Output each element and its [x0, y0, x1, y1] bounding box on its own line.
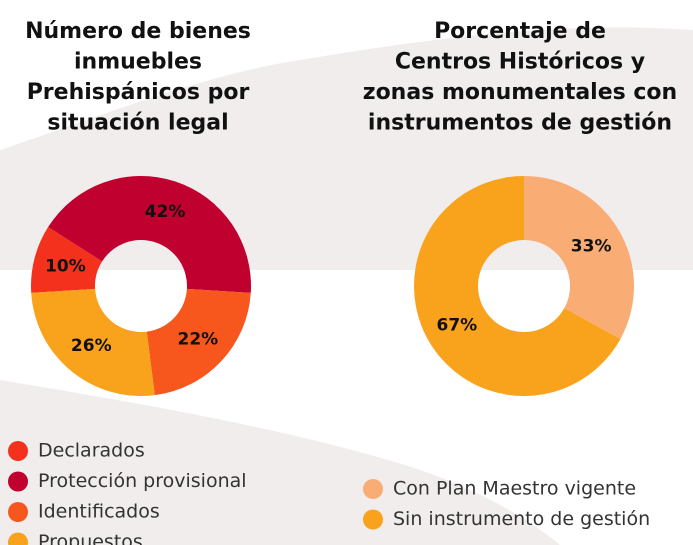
chart-title: Porcentaje de — [434, 19, 606, 44]
legend-swatch — [8, 471, 28, 492]
data-label: 33% — [571, 236, 612, 256]
donut-slice — [31, 227, 103, 293]
legend-label: Propuestos — [38, 531, 143, 545]
legend-swatch — [8, 502, 28, 522]
donut-slice — [414, 176, 621, 396]
legend-label: Declarados — [38, 440, 145, 462]
data-label: 42% — [145, 202, 186, 222]
data-label: 22% — [178, 329, 219, 349]
donut-slice — [31, 288, 155, 396]
data-label: 67% — [437, 316, 478, 336]
chart-title: Prehispánicos por — [27, 80, 250, 105]
legend-swatch — [363, 479, 383, 499]
chart-title: Centros Históricos y — [395, 50, 645, 75]
chart-title: inmuebles — [74, 50, 202, 75]
legend-swatch — [8, 441, 28, 461]
legend-swatch — [8, 532, 28, 545]
legend-label: Identificados — [38, 501, 160, 523]
legend-swatch — [363, 509, 383, 530]
bg-shape — [0, 380, 560, 545]
data-label: 10% — [45, 257, 86, 277]
legend-label: Sin instrumento de gestión — [393, 508, 650, 530]
donut-slice — [48, 176, 252, 293]
chart-title: instrumentos de gestión — [368, 111, 672, 136]
data-label: 26% — [71, 336, 112, 356]
legend-label: Con Plan Maestro vigente — [393, 478, 636, 500]
donut-slice — [146, 288, 251, 396]
chart-title: zonas monumentales con — [363, 80, 677, 105]
legend-label: Protección provisional — [38, 470, 247, 492]
donut-slice — [524, 176, 635, 339]
chart-title: situación legal — [47, 111, 228, 136]
chart-title: Número de bienes — [25, 19, 251, 44]
